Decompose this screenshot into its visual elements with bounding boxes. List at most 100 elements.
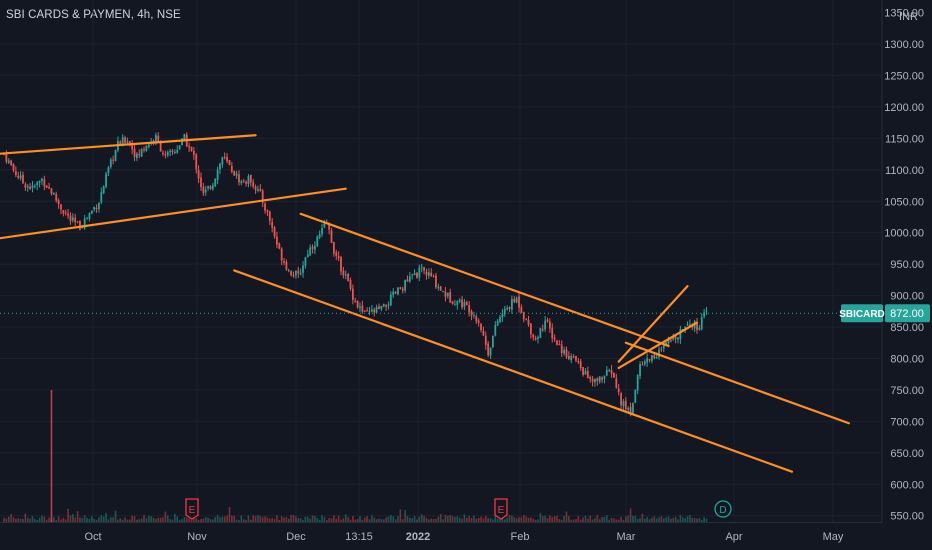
candle-body bbox=[610, 370, 613, 374]
candle-body bbox=[354, 300, 357, 303]
earnings-marker[interactable] bbox=[185, 498, 199, 520]
volume-bar bbox=[684, 518, 686, 522]
volume-bar bbox=[541, 516, 544, 522]
volume-bar bbox=[62, 517, 65, 522]
volume-bar bbox=[397, 516, 399, 522]
candle-body bbox=[359, 306, 361, 308]
volume-bar bbox=[316, 517, 319, 522]
volume-bar bbox=[532, 518, 535, 522]
candle-body bbox=[335, 252, 338, 256]
trendline-rising-support[interactable] bbox=[0, 187, 347, 240]
volume-bar bbox=[568, 516, 570, 522]
volume-bar bbox=[48, 517, 50, 522]
volume-bar bbox=[525, 516, 527, 522]
x-tick-label: 2022 bbox=[406, 531, 430, 543]
candle-body bbox=[112, 159, 115, 161]
volume-bar bbox=[228, 506, 231, 522]
candle-body bbox=[520, 307, 523, 313]
last-price-label: 872.00 bbox=[890, 308, 924, 320]
candle-body bbox=[162, 152, 164, 155]
candle-body bbox=[496, 321, 499, 326]
volume-bar bbox=[361, 519, 364, 522]
candle-body bbox=[577, 360, 580, 363]
candle-body bbox=[532, 334, 535, 338]
volume-bar bbox=[530, 517, 532, 522]
volume-bar bbox=[563, 516, 565, 522]
volume-bar bbox=[159, 517, 162, 522]
price-axis-panel bbox=[882, 0, 932, 550]
candle-body bbox=[397, 287, 399, 295]
candle-body bbox=[378, 306, 380, 309]
candle-body bbox=[271, 221, 274, 228]
candle-body bbox=[79, 221, 81, 230]
earnings-marker[interactable] bbox=[494, 498, 508, 520]
candle-body bbox=[93, 207, 96, 210]
candle-body bbox=[330, 230, 333, 244]
volume-bar bbox=[658, 517, 660, 522]
volume-bar bbox=[665, 517, 667, 522]
candle-body bbox=[145, 145, 148, 151]
candle-body bbox=[636, 375, 639, 391]
volume-bar bbox=[188, 518, 190, 522]
volume-bar bbox=[641, 513, 644, 522]
candle-body bbox=[506, 307, 509, 310]
candle-body bbox=[249, 174, 252, 183]
volume-bar bbox=[646, 517, 648, 522]
trendline-wedge-upper[interactable] bbox=[617, 285, 689, 363]
candle-body bbox=[285, 261, 288, 270]
candle-body bbox=[235, 173, 238, 176]
volume-bar bbox=[489, 518, 492, 522]
candle-body bbox=[629, 407, 632, 414]
candle-body bbox=[470, 311, 473, 316]
dividend-marker[interactable] bbox=[714, 500, 732, 518]
candle-body bbox=[60, 204, 62, 210]
volume-bar bbox=[143, 515, 145, 522]
candle-body bbox=[449, 292, 452, 303]
candle-body bbox=[223, 156, 226, 158]
volume-bar bbox=[406, 516, 409, 522]
volume-bar bbox=[328, 518, 330, 522]
candle-body bbox=[382, 304, 385, 307]
x-tick-label: Dec bbox=[286, 531, 306, 543]
candle-body bbox=[266, 210, 269, 212]
volume-bar bbox=[29, 518, 31, 522]
candle-body bbox=[323, 223, 326, 228]
candle-body bbox=[620, 393, 622, 406]
candle-body bbox=[408, 276, 411, 282]
volume-bar bbox=[390, 515, 392, 522]
volume-bar bbox=[337, 515, 340, 522]
candle-body bbox=[700, 317, 703, 330]
candle-body bbox=[83, 218, 86, 229]
trendline-channel-lower[interactable] bbox=[233, 269, 794, 473]
trendline-channel-upper[interactable] bbox=[299, 212, 670, 348]
volume-bar bbox=[537, 519, 539, 522]
volume-bar bbox=[674, 516, 677, 522]
trendline-wedge-lower[interactable] bbox=[617, 321, 699, 370]
volume-bar bbox=[166, 515, 169, 522]
candle-body bbox=[261, 190, 264, 203]
volume-bar bbox=[696, 518, 698, 522]
candle-body bbox=[195, 154, 198, 170]
volume-bar bbox=[544, 515, 546, 522]
candle-body bbox=[105, 173, 107, 187]
volume-bar bbox=[660, 516, 663, 522]
trendline-upper-flat[interactable] bbox=[0, 134, 257, 155]
candle-body bbox=[560, 344, 563, 354]
candle-body bbox=[306, 254, 309, 258]
candle-body bbox=[164, 154, 167, 156]
candle-body bbox=[259, 188, 262, 191]
candle-body bbox=[480, 323, 482, 331]
volume-bar bbox=[242, 519, 245, 522]
candle-body bbox=[667, 339, 670, 344]
trendline-channel-extension[interactable] bbox=[624, 341, 851, 425]
candle-body bbox=[548, 321, 551, 329]
candle-body bbox=[316, 236, 319, 247]
candle-body bbox=[594, 378, 596, 383]
candle-body bbox=[627, 408, 630, 410]
candle-body bbox=[589, 377, 592, 379]
candle-body bbox=[62, 210, 65, 214]
volume-bar bbox=[133, 516, 136, 522]
volume-bar bbox=[582, 517, 584, 522]
volume-bar bbox=[527, 517, 530, 522]
